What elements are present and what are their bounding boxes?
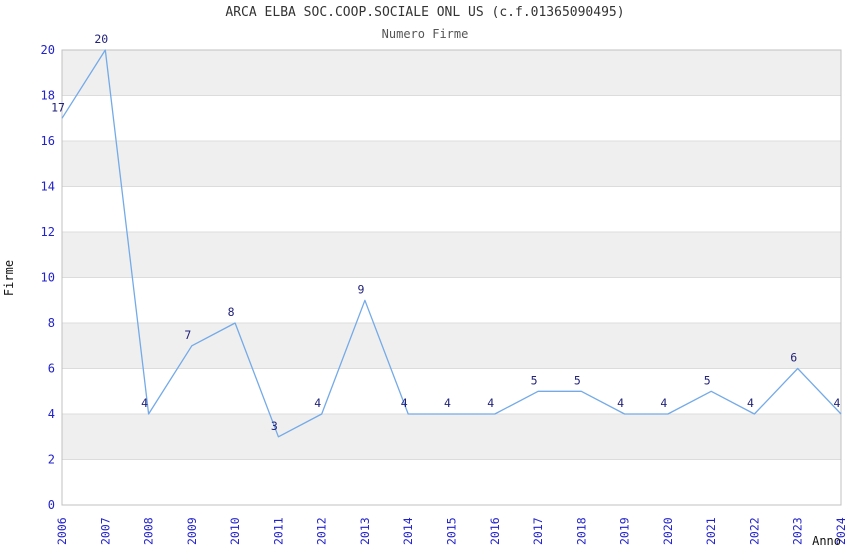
data-point-label: 4 [314,396,321,410]
data-point-label: 4 [747,396,754,410]
x-tick-label: 2013 [358,517,372,545]
plot-band [62,323,841,369]
data-point-label: 4 [660,396,667,410]
x-tick-label: 2009 [185,517,199,545]
y-tick-label: 16 [41,134,55,148]
y-tick-label: 8 [48,316,55,330]
data-point-label: 9 [357,282,364,296]
data-point-label: 4 [141,396,148,410]
data-point-label: 5 [574,373,581,387]
data-point-label: 3 [271,419,278,433]
y-tick-label: 14 [41,180,55,194]
x-tick-label: 2018 [574,517,588,545]
x-tick-label: 2024 [834,517,848,545]
x-tick-label: 2022 [747,517,761,545]
plot-band [62,141,841,187]
x-tick-label: 2019 [618,517,632,545]
x-tick-label: 2014 [401,517,415,545]
plot-band [62,232,841,278]
y-tick-label: 20 [41,43,55,57]
data-point-label: 4 [617,396,624,410]
x-tick-label: 2011 [271,517,285,545]
data-point-label: 8 [228,305,235,319]
x-tick-label: 2012 [315,517,329,545]
data-point-label: 4 [487,396,494,410]
plot-band [62,50,841,96]
x-tick-label: 2006 [55,517,69,545]
plot-border [61,49,842,506]
plot-band [62,414,841,460]
y-tick-label: 10 [41,271,55,285]
x-tick-label: 2023 [791,517,805,545]
data-point-label: 5 [531,373,538,387]
data-point-label: 4 [401,396,408,410]
data-point-label: 5 [704,373,711,387]
x-tick-label: 2020 [661,517,675,545]
x-tick-label: 2015 [445,517,459,545]
data-point-label: 6 [790,351,797,365]
x-tick-label: 2021 [704,517,718,545]
y-tick-label: 0 [48,498,55,512]
data-point-label: 20 [94,32,108,46]
y-tick-label: 6 [48,362,55,376]
x-tick-label: 2010 [228,517,242,545]
y-tick-label: 18 [41,89,55,103]
y-tick-label: 2 [48,453,55,467]
chart-subtitle: Numero Firme [381,27,469,41]
x-tick-label: 2016 [488,517,502,545]
x-tick-label: 2017 [531,517,545,545]
x-tick-label: 2008 [142,517,156,545]
data-point-label: 4 [444,396,451,410]
y-tick-label: 12 [41,225,55,239]
data-point-label: 17 [51,100,65,114]
data-line [61,49,842,438]
data-point-label: 7 [184,328,191,342]
y-tick-label: 4 [48,407,55,421]
chart-title: ARCA ELBA SOC.COOP.SOCIALE ONL US (c.f.0… [225,5,625,20]
x-axis-title: Anno [812,534,841,548]
x-tick-label: 2007 [98,517,112,545]
data-point-label: 4 [834,396,841,410]
